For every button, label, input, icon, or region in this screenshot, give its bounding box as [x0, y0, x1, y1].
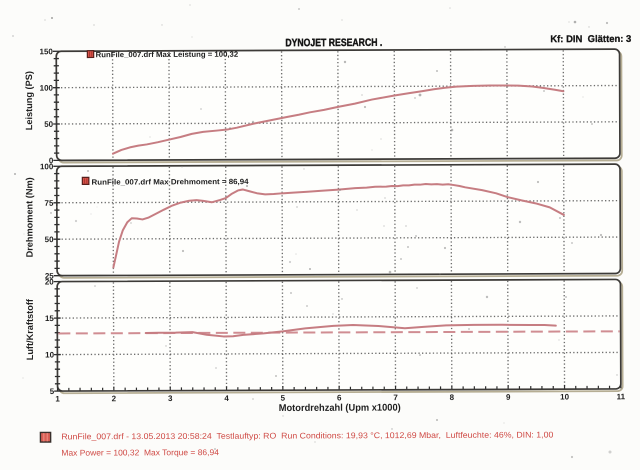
svg-text:150: 150 — [39, 47, 53, 56]
svg-text:10: 10 — [45, 350, 54, 359]
svg-text:6: 6 — [337, 393, 342, 402]
svg-text:10: 10 — [560, 393, 569, 402]
svg-text:8: 8 — [450, 393, 455, 402]
svg-text:2: 2 — [112, 394, 117, 403]
svg-text:75: 75 — [45, 199, 54, 208]
svg-text:100: 100 — [40, 162, 54, 171]
svg-text:50: 50 — [44, 120, 53, 129]
svg-text:4: 4 — [224, 394, 229, 403]
svg-text:RunFile_007.drf - 13.05.2013 2: RunFile_007.drf - 13.05.2013 20:58:24 Te… — [61, 429, 553, 441]
svg-text:25: 25 — [45, 272, 54, 281]
svg-text:5: 5 — [50, 387, 55, 396]
svg-text:9: 9 — [506, 393, 511, 402]
svg-text:20: 20 — [45, 277, 54, 286]
svg-text:Luft/Kraftstoff: Luft/Kraftstoff — [25, 298, 35, 360]
svg-text:1: 1 — [55, 394, 60, 403]
svg-text:RunFile_007.drf Max Drehmoment: RunFile_007.drf Max Drehmoment = 86,94 — [92, 177, 250, 187]
svg-text:15: 15 — [45, 314, 54, 323]
svg-text:0: 0 — [49, 156, 54, 165]
svg-text:RunFile_007.drf Max Leistung =: RunFile_007.drf Max Leistung = 100,32 — [96, 50, 239, 60]
svg-text:7: 7 — [393, 393, 398, 402]
svg-text:Drehmoment (Nm): Drehmoment (Nm) — [24, 177, 34, 257]
svg-text:Leistung (PS): Leistung (PS) — [24, 71, 34, 130]
svg-text:50: 50 — [45, 235, 54, 244]
svg-text:DYNOJET RESEARCH .: DYNOJET RESEARCH . — [285, 37, 382, 49]
svg-text:Max Power = 100,32 Max Torque: Max Power = 100,32 Max Torque = 86,94 — [61, 447, 219, 458]
svg-text:Kf: DIN Glätten: 3: Kf: DIN Glätten: 3 — [550, 34, 632, 45]
svg-text:100: 100 — [40, 84, 54, 93]
svg-text:11: 11 — [617, 392, 626, 401]
svg-text:3: 3 — [168, 394, 173, 403]
svg-text:5: 5 — [281, 394, 286, 403]
svg-text:Motordrehzahl (Upm x1000): Motordrehzahl (Upm x1000) — [279, 403, 401, 414]
